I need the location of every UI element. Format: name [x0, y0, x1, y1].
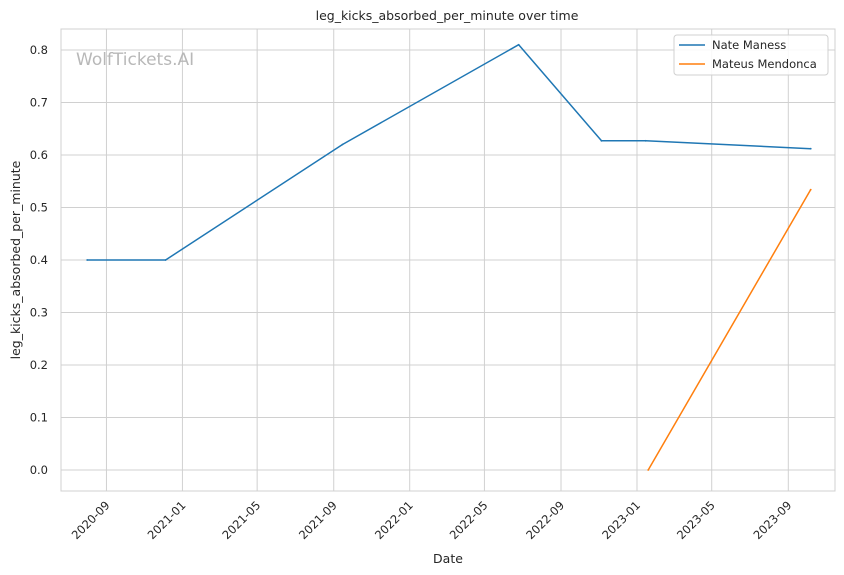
data-point	[517, 43, 520, 46]
grid	[61, 29, 835, 491]
data-point	[809, 188, 812, 191]
series-lines	[86, 43, 812, 471]
chart-title: leg_kicks_absorbed_per_minute over time	[316, 8, 579, 23]
x-axis-label: Date	[433, 551, 463, 566]
data-point	[600, 139, 603, 142]
y-tick-label: 0.0	[30, 463, 48, 477]
y-tick-label: 0.1	[30, 411, 48, 425]
data-point	[644, 139, 647, 142]
y-tick-label: 0.8	[30, 43, 48, 57]
data-point	[647, 469, 650, 471]
legend: Nate Maness Mateus Mendonca	[673, 34, 829, 76]
data-point	[341, 143, 344, 146]
y-axis-label: leg_kicks_absorbed_per_minute	[8, 160, 23, 359]
y-tick-label: 0.2	[30, 358, 48, 372]
legend-label: Nate Maness	[712, 38, 786, 52]
y-tick-label: 0.3	[30, 306, 48, 320]
y-tick-label: 0.6	[30, 148, 48, 162]
data-point	[86, 259, 89, 261]
y-tick-label: 0.5	[30, 201, 48, 215]
watermark: WolfTickets.AI	[76, 50, 194, 70]
legend-box	[673, 34, 829, 76]
data-point	[164, 259, 167, 261]
y-tick-label: 0.7	[30, 96, 48, 110]
data-point	[809, 147, 812, 150]
series-line	[647, 189, 812, 471]
y-tick-label: 0.4	[30, 253, 48, 267]
legend-label: Mateus Mendonca	[712, 57, 817, 71]
